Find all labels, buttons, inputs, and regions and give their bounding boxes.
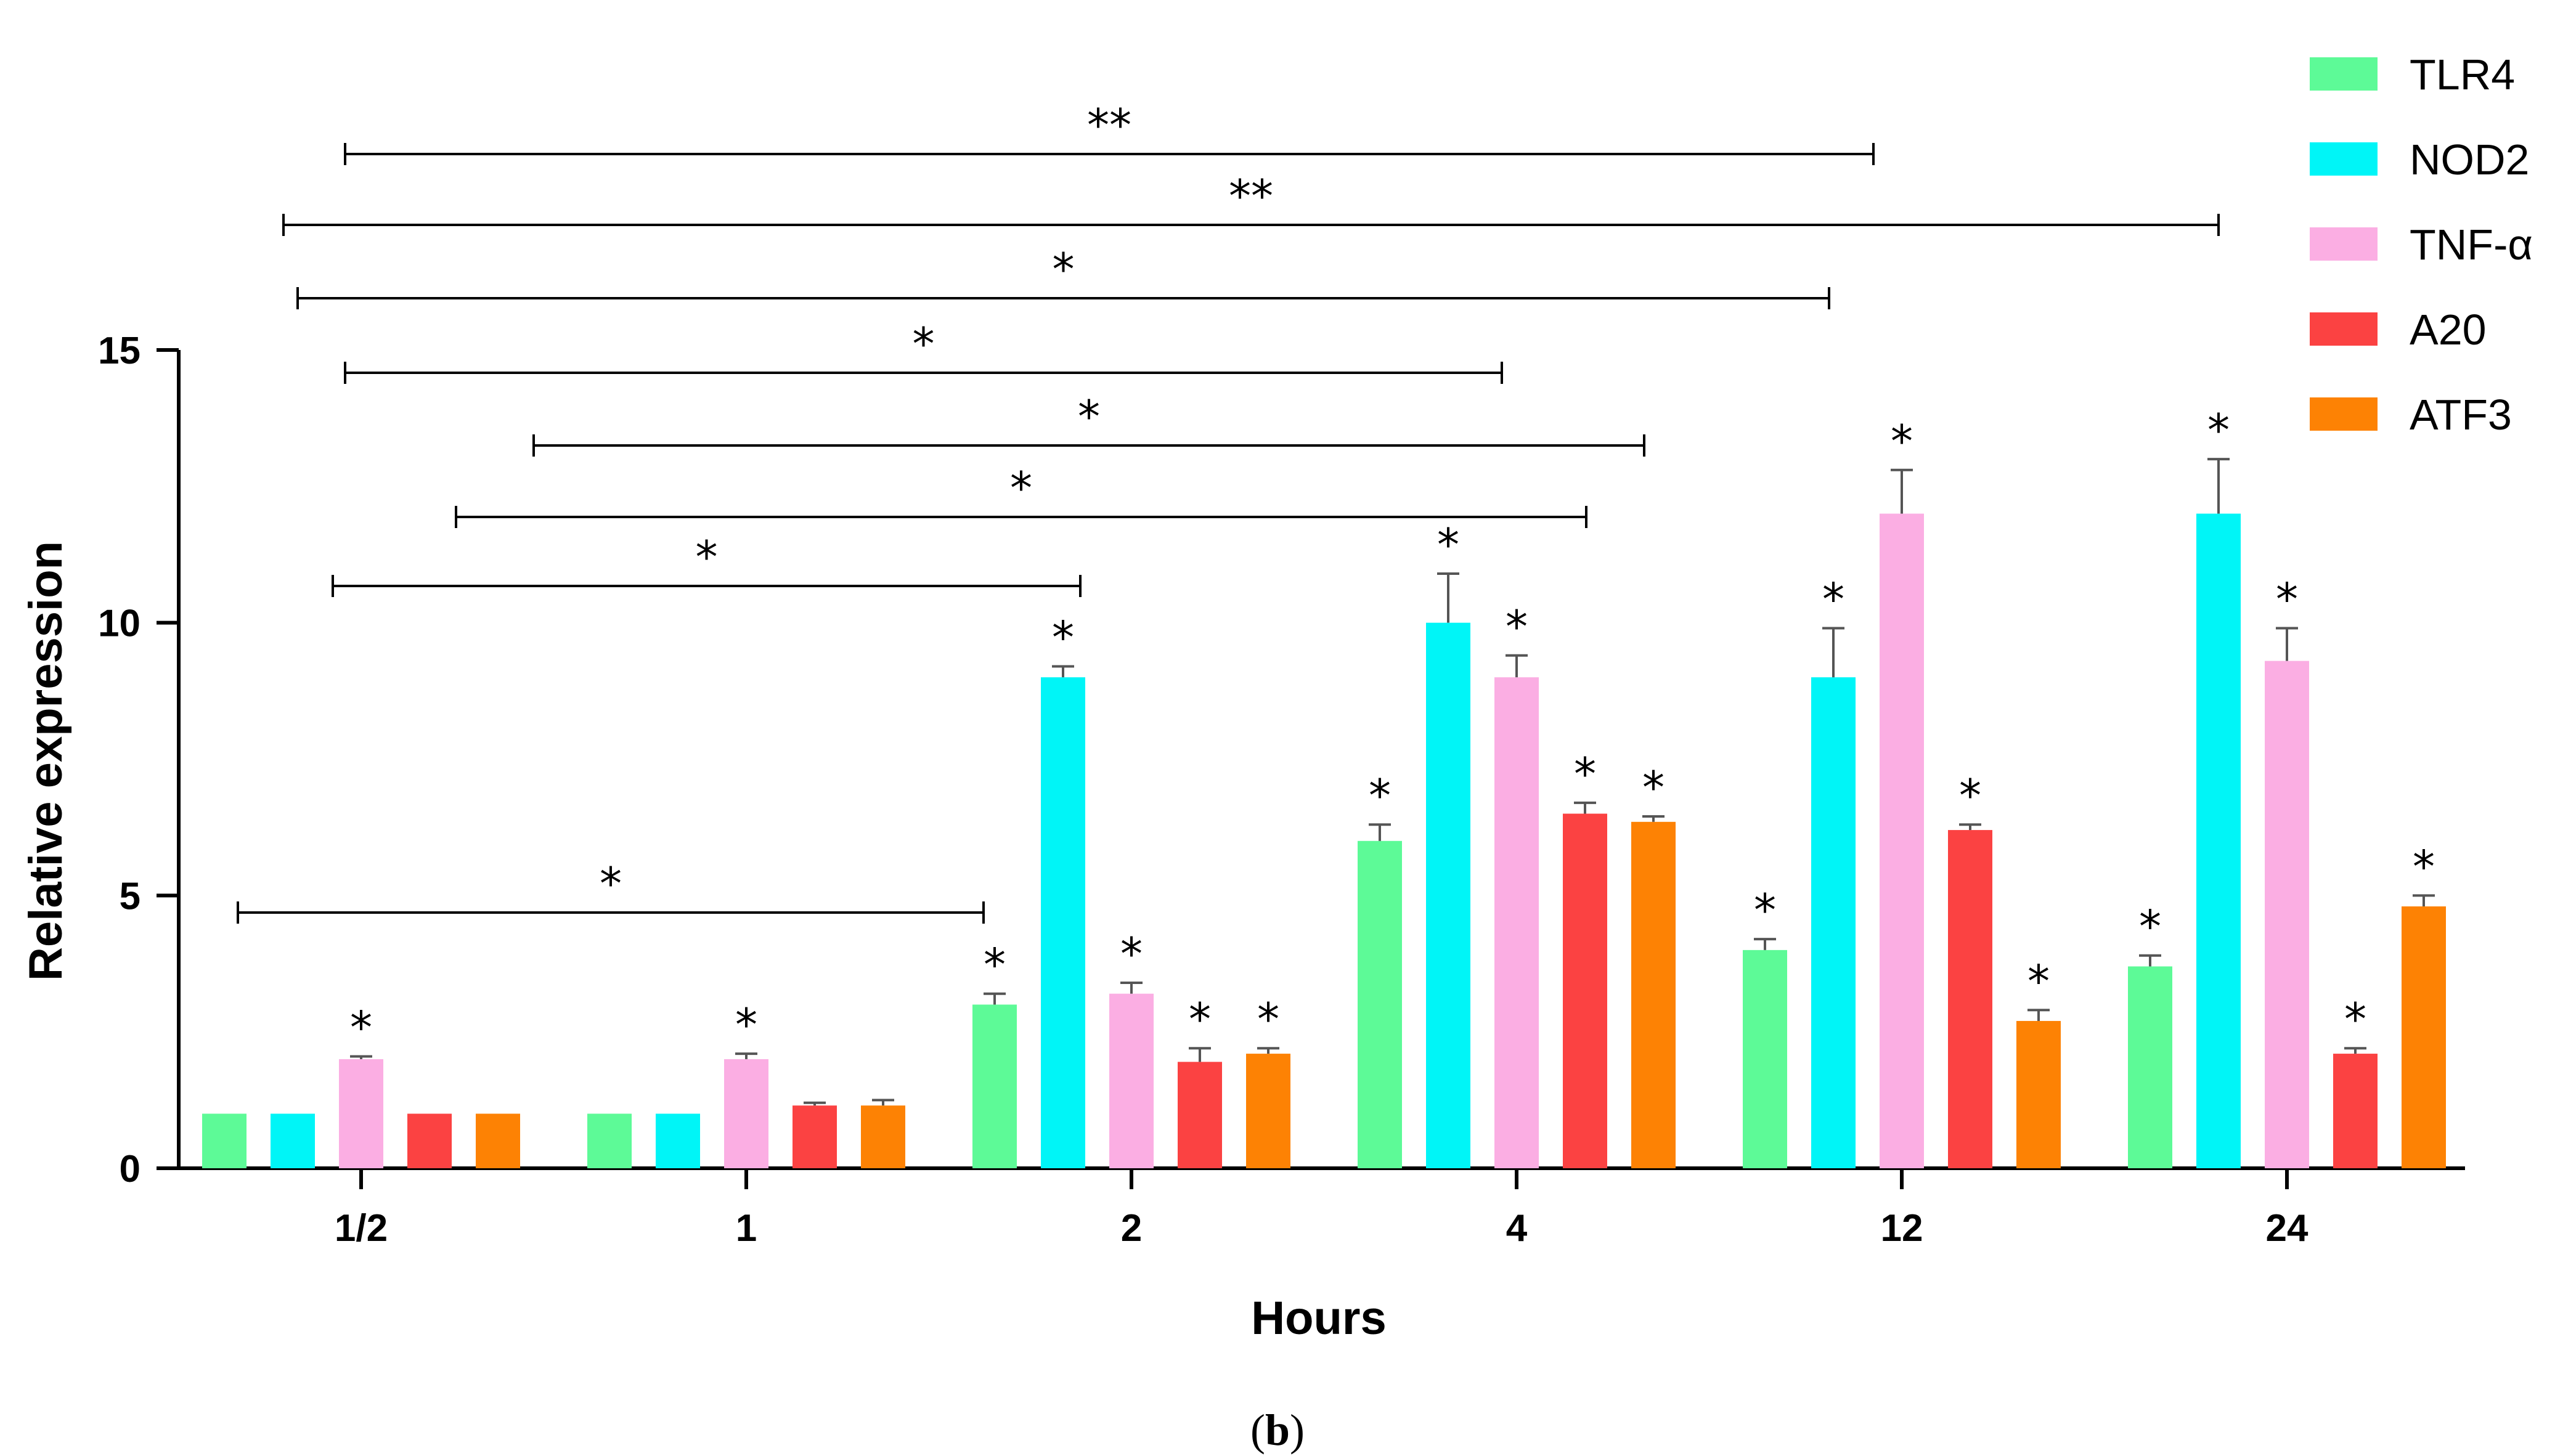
bar bbox=[2265, 661, 2309, 1168]
legend: TLR4 NOD2 TNF-α A20 ATF3 bbox=[2310, 51, 2533, 439]
bracket-label: ** bbox=[1087, 99, 1131, 151]
bar bbox=[271, 1113, 315, 1168]
x-tick-label: 24 bbox=[2266, 1207, 2308, 1250]
significance-star: * bbox=[1189, 993, 1211, 1045]
y-tick-label: 0 bbox=[120, 1148, 141, 1190]
bracket-label: * bbox=[913, 318, 935, 370]
bracket-label: * bbox=[1078, 391, 1100, 442]
bar bbox=[2016, 1020, 2061, 1168]
bar bbox=[1631, 821, 1676, 1168]
axes bbox=[177, 350, 2465, 1170]
panel-letter: b bbox=[1265, 1405, 1290, 1455]
bar bbox=[407, 1113, 452, 1168]
legend-swatch bbox=[2310, 227, 2378, 261]
x-tick-label: 4 bbox=[1506, 1207, 1528, 1250]
legend-swatch bbox=[2310, 397, 2378, 431]
legend-label: TNF-α bbox=[2410, 221, 2533, 269]
significance-star: * bbox=[1891, 415, 1913, 467]
bar bbox=[2128, 966, 2172, 1168]
x-axis-title: Hours bbox=[1251, 1292, 1387, 1344]
y-axis-title: Relative expression bbox=[20, 541, 72, 981]
significance-star: * bbox=[984, 939, 1006, 991]
bracket-label: * bbox=[600, 858, 622, 909]
bar bbox=[724, 1059, 768, 1168]
bar bbox=[1109, 993, 1154, 1168]
significance-star: * bbox=[2344, 993, 2366, 1045]
significance-star: * bbox=[1369, 770, 1391, 821]
legend-label: A20 bbox=[2410, 306, 2487, 354]
legend-swatch bbox=[2310, 312, 2378, 346]
bar bbox=[1880, 513, 1924, 1168]
significance-star: * bbox=[2139, 901, 2161, 953]
bar bbox=[339, 1059, 383, 1168]
significance-star: * bbox=[1506, 601, 1528, 653]
bar bbox=[1358, 840, 1402, 1168]
panel-label: (b) bbox=[1250, 1405, 1305, 1455]
y-tick-label: 10 bbox=[98, 603, 141, 645]
legend-label: ATF3 bbox=[2410, 391, 2512, 439]
bar bbox=[1494, 677, 1539, 1168]
significance-star: * bbox=[735, 999, 757, 1051]
bar bbox=[656, 1113, 700, 1168]
significance-star: * bbox=[1437, 519, 1459, 571]
significance-star: * bbox=[2413, 840, 2435, 892]
bracket-label: * bbox=[1010, 462, 1032, 514]
y-tick-label: 5 bbox=[120, 875, 141, 917]
significance-star: * bbox=[350, 1002, 372, 1054]
bar bbox=[972, 1004, 1017, 1168]
bracket-label: * bbox=[1053, 243, 1075, 295]
x-tick-label: 1 bbox=[736, 1207, 757, 1250]
significance-star: * bbox=[1642, 762, 1665, 813]
error-bars bbox=[350, 458, 2435, 1106]
legend-swatch bbox=[2310, 142, 2378, 176]
bar bbox=[1246, 1054, 1290, 1168]
significance-star: * bbox=[2276, 574, 2298, 625]
x-tick-label: 1/2 bbox=[335, 1207, 388, 1250]
bracket-label: ** bbox=[1229, 170, 1273, 222]
bar bbox=[2333, 1054, 2378, 1168]
significance-star: * bbox=[1120, 928, 1143, 980]
bar bbox=[1178, 1062, 1222, 1168]
significance-star: * bbox=[1574, 748, 1596, 800]
bracket-label: * bbox=[696, 531, 718, 583]
significance-star: * bbox=[2207, 404, 2230, 456]
y-tick-label: 15 bbox=[98, 330, 141, 372]
bar-series bbox=[202, 513, 2446, 1168]
significance-stars: * * * * * * * * * * * * * * * * * * * * * * bbox=[350, 404, 2435, 1053]
legend-label: NOD2 bbox=[2410, 136, 2529, 184]
bar bbox=[2196, 513, 2241, 1168]
bar bbox=[1811, 677, 1856, 1168]
x-tick-label: 12 bbox=[1881, 1207, 1923, 1250]
significance-star: * bbox=[1959, 770, 1981, 821]
bar bbox=[1041, 677, 1085, 1168]
significance-star: * bbox=[1822, 574, 1844, 625]
x-tick-label: 2 bbox=[1121, 1207, 1142, 1250]
legend-swatch bbox=[2310, 57, 2378, 91]
bar bbox=[1948, 830, 1992, 1168]
bar bbox=[1426, 622, 1470, 1168]
legend-label: TLR4 bbox=[2410, 51, 2515, 99]
comparison-brackets: ********** bbox=[237, 99, 2220, 924]
bar bbox=[1743, 950, 1787, 1168]
significance-star: * bbox=[1754, 884, 1776, 936]
bar bbox=[861, 1105, 905, 1168]
bar bbox=[587, 1113, 632, 1168]
bar bbox=[1563, 813, 1607, 1168]
significance-star: * bbox=[1052, 611, 1074, 663]
bar bbox=[2402, 906, 2446, 1168]
significance-star: * bbox=[1257, 993, 1279, 1045]
bar bbox=[793, 1105, 837, 1168]
significance-star: * bbox=[2027, 955, 2050, 1007]
bar bbox=[202, 1113, 247, 1168]
bar bbox=[476, 1113, 520, 1168]
